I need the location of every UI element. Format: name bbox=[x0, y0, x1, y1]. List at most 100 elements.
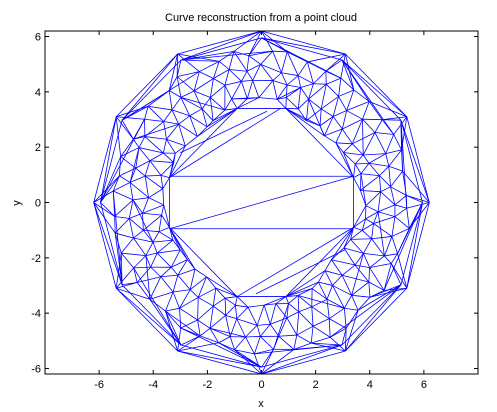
mesh-edge bbox=[197, 319, 211, 329]
mesh-edge bbox=[365, 218, 374, 224]
outer-boundary-edge bbox=[177, 350, 262, 375]
mesh-edge bbox=[152, 231, 160, 243]
mesh-edge bbox=[197, 108, 238, 137]
mesh-edge bbox=[350, 238, 372, 240]
mesh-edge bbox=[231, 98, 238, 109]
mesh-edge bbox=[352, 132, 376, 145]
mesh-edge bbox=[275, 296, 287, 305]
mesh-edge bbox=[241, 71, 248, 82]
mesh-edge bbox=[120, 252, 134, 269]
mesh-edge bbox=[261, 37, 288, 53]
mesh-edge bbox=[362, 132, 376, 156]
mesh-edge bbox=[201, 97, 211, 110]
mesh-edge bbox=[129, 175, 146, 183]
x-tick-label: -4 bbox=[148, 379, 158, 391]
mesh-edge bbox=[133, 138, 140, 148]
x-tick-label: 6 bbox=[421, 379, 427, 391]
mesh-edge bbox=[161, 204, 165, 216]
x-axis-ticks: -6 -4 -2 0 2 4 6 bbox=[94, 31, 427, 391]
mesh-edge bbox=[209, 97, 214, 121]
outer-boundary-edge bbox=[121, 59, 182, 121]
mesh-edge bbox=[166, 138, 186, 147]
mesh-edge bbox=[329, 284, 402, 338]
mesh-edge bbox=[298, 311, 314, 327]
mesh-edge bbox=[177, 327, 182, 352]
mesh-edge bbox=[178, 123, 198, 137]
mesh-edge bbox=[281, 72, 299, 76]
mesh-edge bbox=[341, 59, 355, 91]
mesh-edge bbox=[324, 259, 332, 271]
mesh-edge bbox=[380, 186, 391, 193]
mesh-edge bbox=[133, 255, 147, 269]
mesh-edge bbox=[235, 296, 238, 306]
mesh-edge bbox=[231, 81, 242, 100]
mesh-edge bbox=[128, 218, 134, 239]
mesh-edge bbox=[166, 139, 176, 154]
mesh-edge bbox=[338, 78, 342, 97]
mesh-edge bbox=[149, 160, 162, 176]
mesh-edge bbox=[150, 252, 158, 268]
mesh-edge bbox=[306, 108, 322, 121]
mesh-edge bbox=[325, 53, 346, 72]
mesh-edge bbox=[285, 281, 319, 297]
mesh-edge bbox=[319, 108, 322, 126]
mesh-edge bbox=[194, 268, 207, 278]
mesh-edge bbox=[361, 223, 374, 231]
mesh-edge bbox=[285, 270, 326, 297]
mesh-edge bbox=[313, 70, 327, 85]
mesh-edge bbox=[157, 249, 181, 254]
mesh-edge bbox=[121, 282, 138, 286]
mesh-edge bbox=[261, 349, 274, 375]
mesh-edge bbox=[276, 87, 301, 100]
mesh-edge bbox=[286, 51, 299, 76]
mesh-edge bbox=[162, 188, 165, 205]
mesh-edge bbox=[346, 110, 363, 120]
mesh-edge bbox=[248, 30, 262, 56]
mesh-edge bbox=[351, 253, 364, 296]
mesh-edge bbox=[113, 182, 131, 192]
mesh-edge bbox=[176, 76, 182, 98]
mesh-edge bbox=[229, 69, 248, 72]
mesh-edge bbox=[209, 327, 231, 338]
mesh-edge bbox=[165, 310, 182, 346]
mesh-edge bbox=[177, 274, 191, 290]
mesh-edge bbox=[116, 105, 149, 118]
mesh-edge bbox=[144, 136, 167, 140]
mesh-edge bbox=[180, 90, 195, 98]
mesh-edge bbox=[171, 97, 182, 111]
mesh-edge bbox=[350, 239, 364, 254]
mesh-edge bbox=[288, 295, 299, 304]
mesh-edge bbox=[385, 149, 402, 155]
mesh-edge bbox=[296, 311, 300, 336]
mesh-edge bbox=[382, 119, 401, 121]
mesh-edge bbox=[260, 63, 282, 74]
mesh-edge bbox=[331, 227, 354, 260]
outer-boundary-edge bbox=[121, 53, 178, 121]
y-tick-label: 2 bbox=[35, 142, 41, 154]
mesh-edge bbox=[310, 326, 314, 344]
mesh-edge bbox=[201, 108, 214, 121]
mesh-edge bbox=[369, 287, 407, 298]
outer-boundary-edge bbox=[345, 287, 408, 352]
mesh-edge bbox=[177, 53, 220, 62]
mesh-edge bbox=[116, 287, 150, 300]
outer-boundary-edge bbox=[341, 284, 402, 346]
mesh-edge bbox=[388, 165, 403, 172]
mesh-edge bbox=[361, 218, 366, 231]
mesh-edge bbox=[162, 177, 170, 189]
mesh-edge bbox=[311, 342, 343, 346]
mesh-edge bbox=[143, 229, 160, 233]
mesh-edge bbox=[258, 80, 274, 98]
mesh-edge bbox=[400, 120, 408, 209]
mesh-edge bbox=[323, 116, 334, 136]
mesh-edge bbox=[212, 288, 217, 307]
mesh-edge bbox=[120, 138, 134, 157]
mesh-edge bbox=[261, 30, 274, 52]
mesh-edge bbox=[93, 202, 116, 234]
mesh-edge bbox=[368, 101, 383, 120]
mesh-edge bbox=[235, 305, 238, 319]
mesh-edge bbox=[160, 276, 174, 293]
mesh-edge bbox=[373, 216, 396, 224]
y-tick-label: -6 bbox=[31, 363, 41, 375]
mesh-edge bbox=[306, 99, 309, 121]
